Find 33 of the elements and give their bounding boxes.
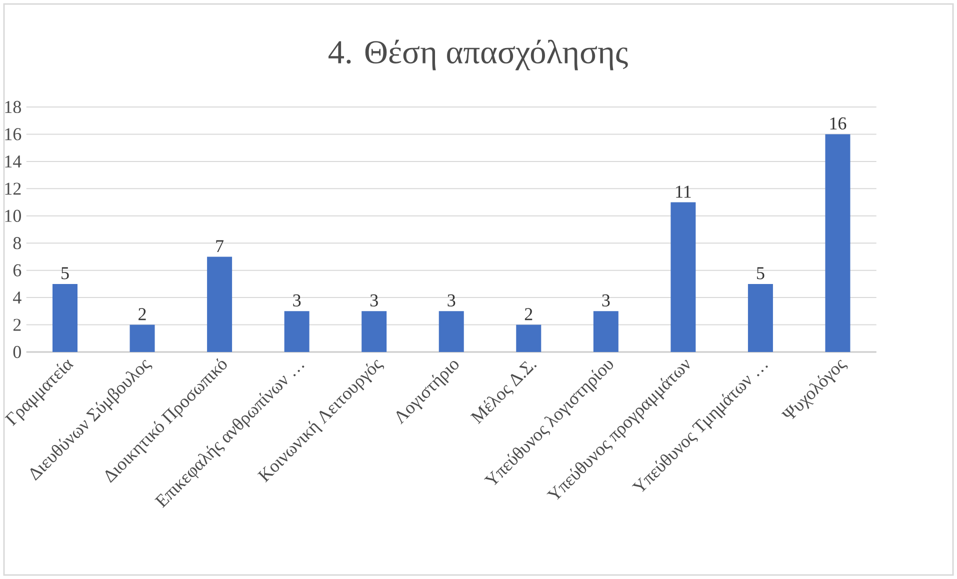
bar xyxy=(438,311,464,352)
data-label: 2 xyxy=(524,308,532,320)
data-label: 16 xyxy=(830,117,846,130)
y-tick-label: 12 xyxy=(5,182,21,195)
bar xyxy=(207,256,232,352)
bar xyxy=(825,134,850,352)
y-tick-label: 14 xyxy=(5,156,22,168)
y-tick-label: 4 xyxy=(13,292,22,304)
y-tick-label: 6 xyxy=(13,264,22,276)
y-tick-label: 18 xyxy=(5,100,21,114)
y-tick-label: 16 xyxy=(5,128,22,140)
data-label: 5 xyxy=(757,267,764,280)
y-tick-label: 0 xyxy=(13,346,21,358)
bar xyxy=(748,284,773,352)
data-label: 3 xyxy=(448,294,456,306)
bar xyxy=(362,311,387,352)
chart-title: 4. Θέση απασχόλησης xyxy=(328,40,628,70)
y-tick-label: 2 xyxy=(13,318,21,331)
bar xyxy=(130,324,155,352)
data-label: 5 xyxy=(62,267,69,280)
bar xyxy=(670,202,696,352)
data-label: 3 xyxy=(293,294,301,306)
bar xyxy=(593,311,618,352)
y-tick-label: 8 xyxy=(13,237,21,250)
data-label: 3 xyxy=(370,294,378,306)
data-label: 2 xyxy=(138,308,146,320)
bar xyxy=(516,324,542,352)
bar xyxy=(52,284,78,352)
data-label: 3 xyxy=(602,294,610,306)
y-tick-label: 10 xyxy=(5,210,21,222)
data-label: 11 xyxy=(676,186,691,198)
data-label: 7 xyxy=(216,240,224,252)
bar xyxy=(284,311,310,352)
